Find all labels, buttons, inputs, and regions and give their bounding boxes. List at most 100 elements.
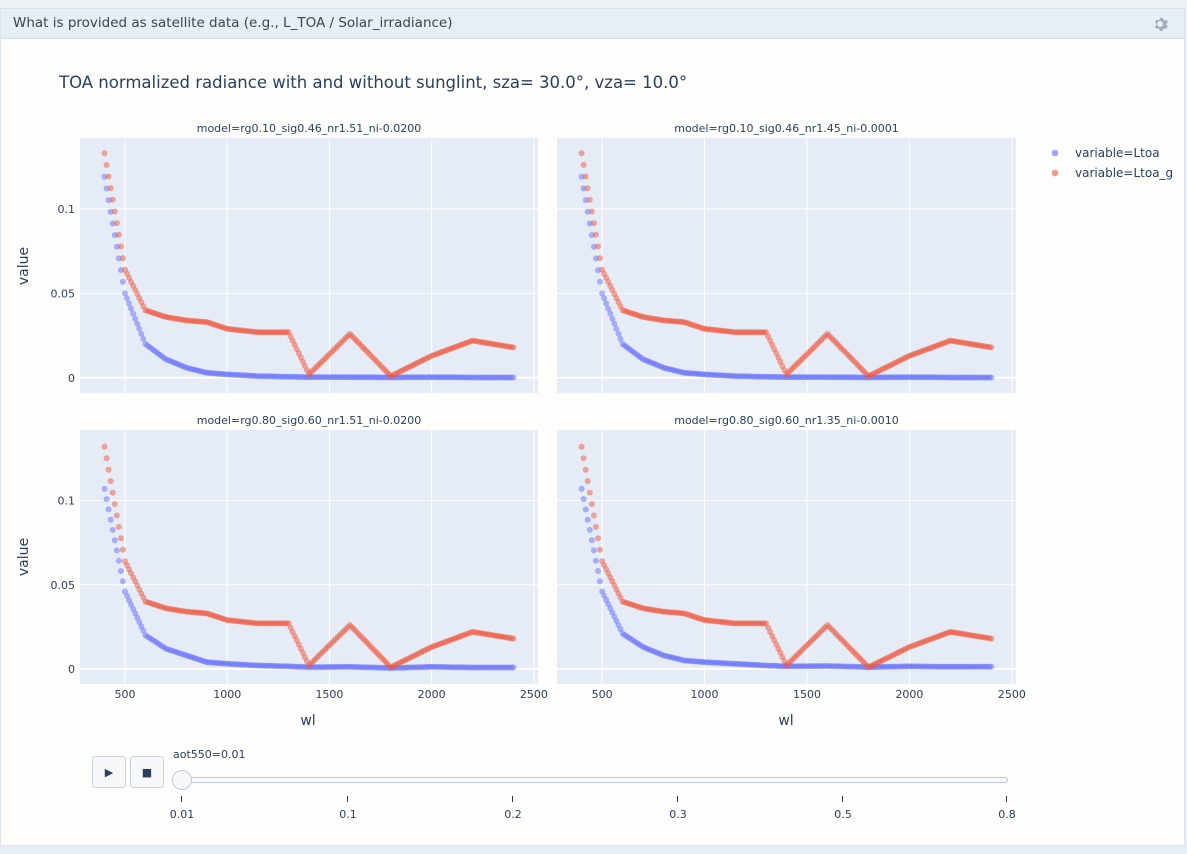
point-ltoa[interactable] xyxy=(126,300,133,307)
stop-button[interactable]: ■ xyxy=(130,756,164,788)
point-ltoa[interactable] xyxy=(134,320,141,327)
point-ltoa[interactable] xyxy=(580,496,587,503)
point-ltoa-g[interactable] xyxy=(101,150,108,157)
point-ltoa[interactable] xyxy=(607,310,614,317)
point-ltoa-g[interactable] xyxy=(510,635,517,642)
point-ltoa[interactable] xyxy=(136,325,143,332)
point-ltoa-g[interactable] xyxy=(582,173,589,180)
point-ltoa-g[interactable] xyxy=(578,443,585,450)
point-ltoa[interactable] xyxy=(601,295,608,302)
slider-step-label[interactable]: 0.01 xyxy=(169,808,195,821)
point-ltoa-g[interactable] xyxy=(588,501,595,507)
point-ltoa[interactable] xyxy=(603,300,610,307)
point-ltoa-g[interactable] xyxy=(117,243,124,250)
point-ltoa-g[interactable] xyxy=(119,546,126,553)
point-ltoa[interactable] xyxy=(597,278,603,285)
point-ltoa[interactable] xyxy=(103,496,110,503)
slider-track[interactable] xyxy=(181,777,1008,783)
point-ltoa-g[interactable] xyxy=(588,208,595,215)
point-ltoa-g[interactable] xyxy=(115,523,122,530)
plot-area[interactable] xyxy=(80,138,538,393)
point-ltoa[interactable] xyxy=(115,557,122,564)
point-ltoa[interactable] xyxy=(988,663,995,670)
point-ltoa[interactable] xyxy=(595,568,601,574)
point-ltoa-g[interactable] xyxy=(111,501,118,507)
point-ltoa-g[interactable] xyxy=(595,243,601,250)
point-ltoa[interactable] xyxy=(107,516,114,523)
legend-item-ltoa[interactable]: variable=Ltoa xyxy=(1051,146,1160,160)
slider-step-label[interactable]: 0.3 xyxy=(669,808,687,821)
point-ltoa[interactable] xyxy=(988,374,995,381)
point-ltoa[interactable] xyxy=(605,305,612,312)
point-ltoa-g[interactable] xyxy=(597,546,603,553)
slider-step-label[interactable]: 0.1 xyxy=(339,808,357,821)
point-ltoa[interactable] xyxy=(617,336,624,342)
point-ltoa-g[interactable] xyxy=(105,173,112,180)
point-ltoa-g[interactable] xyxy=(590,512,597,519)
point-ltoa-g[interactable] xyxy=(107,185,114,192)
point-ltoa-g[interactable] xyxy=(109,196,116,203)
point-ltoa[interactable] xyxy=(109,526,116,533)
point-ltoa[interactable] xyxy=(117,568,124,574)
legend-item-ltoa-g[interactable]: variable=Ltoa_g xyxy=(1051,166,1173,180)
point-ltoa[interactable] xyxy=(113,547,120,554)
point-ltoa[interactable] xyxy=(128,305,135,312)
point-ltoa[interactable] xyxy=(615,330,622,337)
point-ltoa-g[interactable] xyxy=(103,455,110,462)
point-ltoa[interactable] xyxy=(510,374,517,381)
point-ltoa[interactable] xyxy=(597,578,603,585)
point-ltoa[interactable] xyxy=(119,578,126,585)
point-ltoa[interactable] xyxy=(510,664,517,671)
point-ltoa-g[interactable] xyxy=(105,466,112,473)
point-ltoa-g[interactable] xyxy=(113,512,120,519)
plot-area[interactable] xyxy=(557,138,1016,393)
point-ltoa-g[interactable] xyxy=(103,161,110,168)
slider-step-label[interactable]: 0.2 xyxy=(504,808,522,821)
slider-handle[interactable] xyxy=(172,770,192,790)
point-ltoa-g[interactable] xyxy=(586,489,593,496)
point-ltoa[interactable] xyxy=(138,330,145,337)
point-ltoa-g[interactable] xyxy=(582,466,589,473)
point-ltoa-g[interactable] xyxy=(117,535,124,542)
point-ltoa[interactable] xyxy=(590,547,597,554)
point-ltoa-g[interactable] xyxy=(119,255,126,262)
point-ltoa[interactable] xyxy=(105,506,112,513)
point-ltoa[interactable] xyxy=(111,537,118,544)
point-ltoa[interactable] xyxy=(124,295,130,302)
slider-step-label[interactable]: 0.8 xyxy=(998,808,1016,821)
point-ltoa-g[interactable] xyxy=(580,455,587,462)
point-ltoa-g[interactable] xyxy=(592,523,599,530)
plot-area[interactable] xyxy=(557,430,1016,684)
point-ltoa-g[interactable] xyxy=(578,150,585,157)
point-ltoa-g[interactable] xyxy=(109,489,116,496)
point-ltoa[interactable] xyxy=(140,336,147,342)
point-ltoa[interactable] xyxy=(588,537,595,544)
point-ltoa-g[interactable] xyxy=(988,344,995,351)
slider-step-label[interactable]: 0.5 xyxy=(834,808,852,821)
point-ltoa[interactable] xyxy=(599,290,606,297)
point-ltoa-g[interactable] xyxy=(510,344,517,351)
point-ltoa-g[interactable] xyxy=(595,535,601,542)
point-ltoa-g[interactable] xyxy=(584,185,591,192)
point-ltoa-g[interactable] xyxy=(584,478,591,485)
gear-icon[interactable] xyxy=(1152,16,1168,32)
point-ltoa-g[interactable] xyxy=(988,635,995,642)
point-ltoa-g[interactable] xyxy=(113,220,120,227)
point-ltoa[interactable] xyxy=(609,315,616,322)
point-ltoa[interactable] xyxy=(613,325,620,332)
point-ltoa[interactable] xyxy=(586,526,593,533)
point-ltoa[interactable] xyxy=(592,557,599,564)
point-ltoa[interactable] xyxy=(101,485,108,492)
point-ltoa-g[interactable] xyxy=(592,231,599,238)
point-ltoa[interactable] xyxy=(584,516,591,523)
point-ltoa[interactable] xyxy=(122,290,128,297)
point-ltoa[interactable] xyxy=(132,315,139,322)
point-ltoa-g[interactable] xyxy=(115,231,122,238)
point-ltoa[interactable] xyxy=(578,485,585,492)
point-ltoa-g[interactable] xyxy=(107,478,114,485)
point-ltoa[interactable] xyxy=(119,278,126,285)
point-ltoa-g[interactable] xyxy=(597,255,603,262)
play-button[interactable]: ▶ xyxy=(92,756,126,788)
point-ltoa[interactable] xyxy=(582,506,589,513)
point-ltoa-g[interactable] xyxy=(586,196,593,203)
